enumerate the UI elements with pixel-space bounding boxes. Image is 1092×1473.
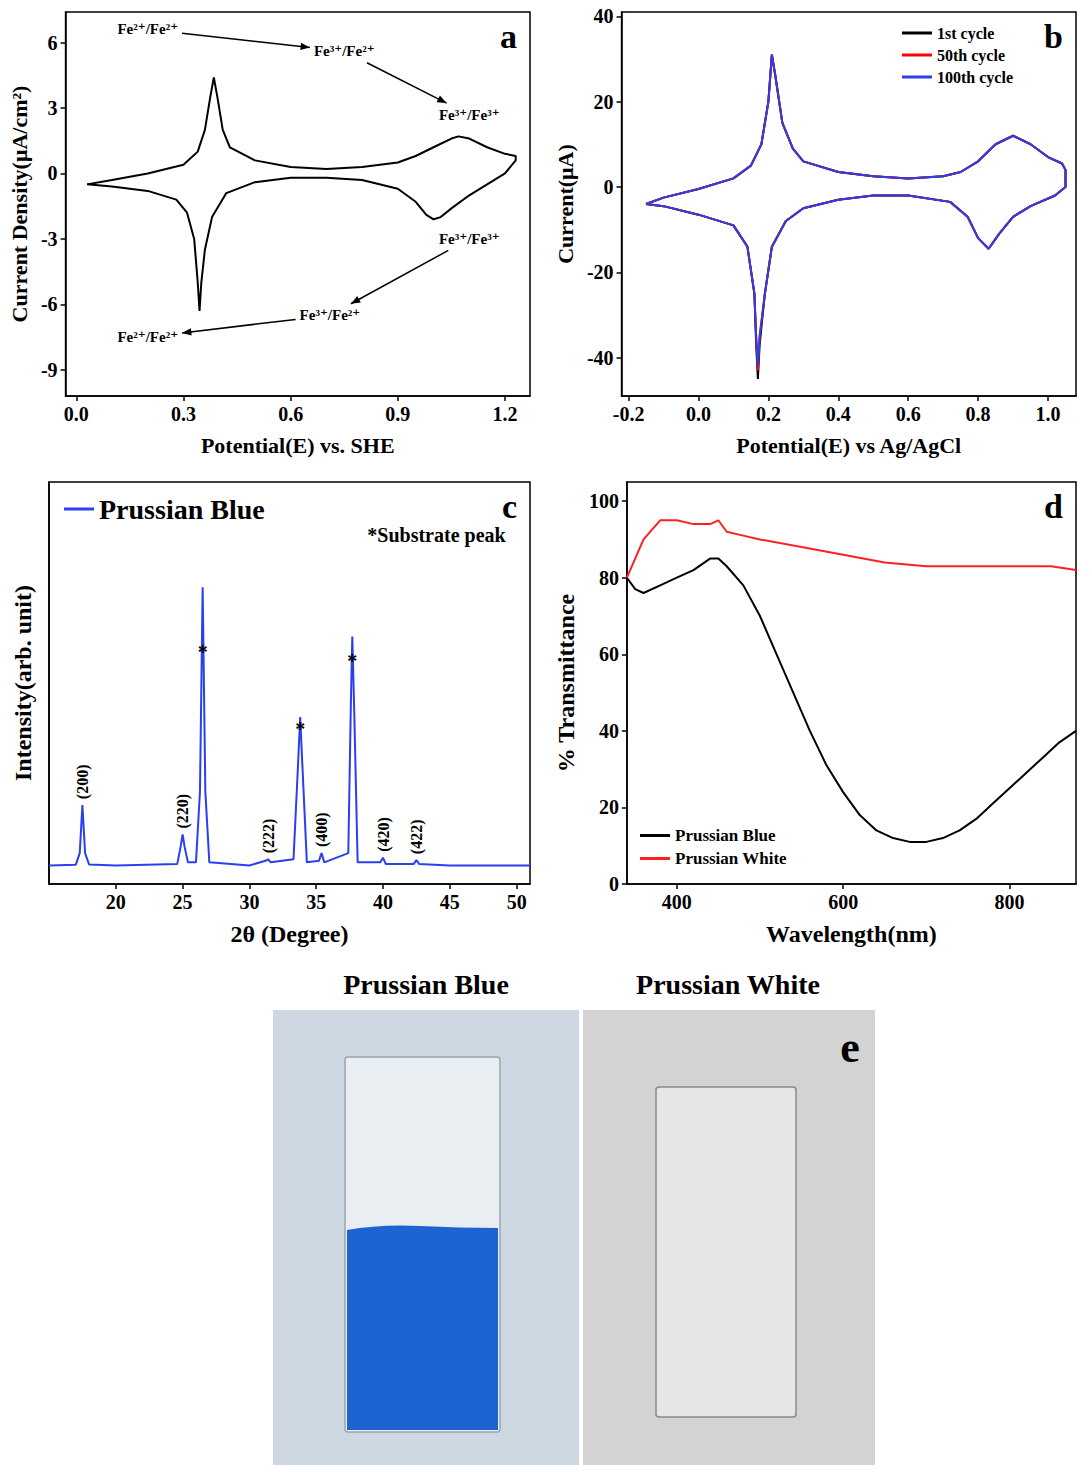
svg-text:600: 600 [828,891,858,913]
svg-text:(400): (400) [313,812,331,847]
svg-text:Prussian Blue: Prussian Blue [675,826,776,845]
svg-text:2θ (Degree): 2θ (Degree) [230,921,348,947]
svg-text:Fe²⁺/Fe²⁺: Fe²⁺/Fe²⁺ [117,329,178,345]
svg-text:Fe²⁺/Fe²⁺: Fe²⁺/Fe²⁺ [117,21,178,37]
svg-text:Fe³⁺/Fe³⁺: Fe³⁺/Fe³⁺ [439,107,500,123]
svg-text:800: 800 [994,891,1024,913]
svg-text:0.9: 0.9 [385,403,410,425]
svg-text:0.6: 0.6 [278,403,303,425]
svg-text:20: 20 [594,91,614,113]
svg-text:0: 0 [609,873,619,895]
svg-text:Current(μA): Current(μA) [553,144,578,264]
svg-text:*: * [295,718,305,740]
svg-text:-3: -3 [41,228,58,250]
svg-text:Fe³⁺/Fe²⁺: Fe³⁺/Fe²⁺ [300,307,361,323]
svg-text:80: 80 [599,567,619,589]
svg-text:45: 45 [440,891,460,913]
svg-text:-9: -9 [41,359,58,381]
svg-text:Current Density(μA/cm²): Current Density(μA/cm²) [7,86,32,323]
svg-text:Wavelength(nm): Wavelength(nm) [766,921,937,947]
svg-text:0: 0 [604,176,614,198]
svg-text:*: * [198,641,208,663]
svg-text:b: b [1044,18,1063,55]
svg-text:25: 25 [173,891,193,913]
svg-text:20: 20 [599,796,619,818]
svg-text:0.2: 0.2 [756,403,781,425]
svg-text:*Substrate peak: *Substrate peak [367,524,506,547]
svg-text:(222): (222) [260,819,278,854]
svg-text:(220): (220) [174,794,192,829]
svg-text:60: 60 [599,643,619,665]
svg-text:Prussian White: Prussian White [636,969,820,1000]
svg-text:Prussian White: Prussian White [675,849,787,868]
svg-text:6: 6 [48,32,58,54]
svg-text:(200): (200) [74,764,92,799]
svg-text:Prussian Blue: Prussian Blue [99,494,265,525]
svg-text:0.6: 0.6 [896,403,921,425]
svg-text:Potential(E) vs Ag/AgCl: Potential(E) vs Ag/AgCl [736,433,961,458]
svg-text:30: 30 [239,891,259,913]
svg-text:400: 400 [662,891,692,913]
svg-text:40: 40 [373,891,393,913]
svg-text:Fe³⁺/Fe³⁺: Fe³⁺/Fe³⁺ [439,231,500,247]
svg-text:-40: -40 [587,347,614,369]
svg-text:1st cycle: 1st cycle [937,25,994,43]
svg-text:Intensity(arb. unit): Intensity(arb. unit) [10,585,36,781]
svg-text:-20: -20 [587,261,614,283]
svg-text:3: 3 [48,97,58,119]
svg-text:0.8: 0.8 [966,403,991,425]
svg-text:40: 40 [594,5,614,27]
svg-text:% Transmittance: % Transmittance [553,593,579,772]
svg-text:0.0: 0.0 [686,403,711,425]
svg-text:0.4: 0.4 [826,403,851,425]
svg-text:50: 50 [507,891,527,913]
svg-text:35: 35 [306,891,326,913]
svg-text:e: e [840,1023,860,1072]
svg-text:-6: -6 [41,293,58,315]
svg-text:50th cycle: 50th cycle [937,47,1005,65]
svg-text:0.3: 0.3 [171,403,196,425]
svg-text:-0.2: -0.2 [613,403,645,425]
svg-text:1.0: 1.0 [1036,403,1061,425]
svg-text:0.0: 0.0 [64,403,89,425]
svg-text:Fe³⁺/Fe²⁺: Fe³⁺/Fe²⁺ [314,43,375,59]
svg-text:20: 20 [106,891,126,913]
svg-text:(420): (420) [375,817,393,852]
svg-text:40: 40 [599,720,619,742]
svg-text:Prussian Blue: Prussian Blue [343,969,509,1000]
svg-text:a: a [500,18,517,55]
svg-text:0: 0 [48,162,58,184]
svg-text:(422): (422) [408,820,426,855]
svg-text:100: 100 [589,490,619,512]
svg-text:1.2: 1.2 [492,403,517,425]
svg-text:c: c [502,488,517,525]
svg-text:d: d [1044,488,1063,525]
svg-text:100th cycle: 100th cycle [937,69,1013,87]
svg-text:Potential(E) vs. SHE: Potential(E) vs. SHE [201,433,395,458]
svg-text:*: * [347,650,357,672]
